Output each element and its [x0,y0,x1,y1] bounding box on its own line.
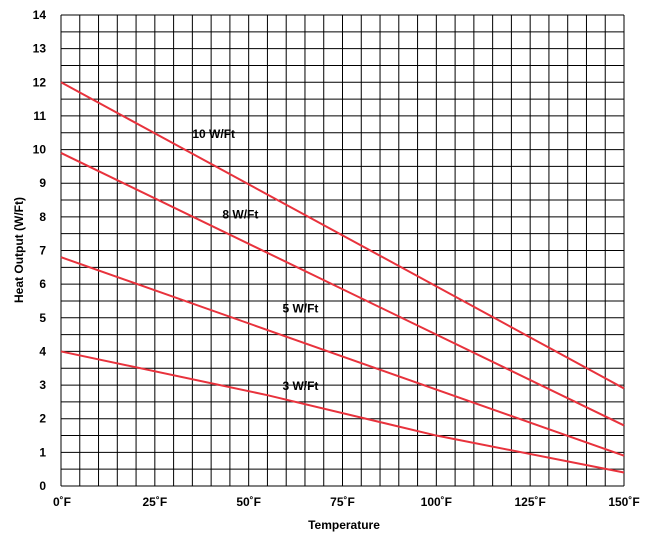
y-axis-label: Heat Output (W/Ft) [12,197,26,303]
x-axis-label: Temperature [308,518,380,532]
y-tick-label: 1 [39,445,46,459]
y-tick-label: 3 [39,378,46,392]
series-labels: 10 W/Ft 8 W/Ft 5 W/Ft 3 W/Ft [192,127,318,393]
series-label: 3 W/Ft [282,379,318,393]
y-tick-label: 13 [33,42,47,56]
x-tick-label: 50˚F [236,495,261,509]
x-tick-label: 25˚F [142,495,167,509]
x-axis-ticks: 0˚F 25˚F 50˚F 75˚F 100˚F 125˚F 150˚F [53,495,640,509]
series-line [60,152,625,427]
series-line [60,256,625,457]
y-tick-label: 14 [33,8,47,22]
y-tick-label: 11 [33,109,46,123]
y-tick-label: 2 [39,412,46,426]
y-tick-label: 6 [39,277,46,291]
series-label: 5 W/Ft [282,302,318,316]
x-tick-label: 150˚F [608,495,639,509]
y-tick-label: 8 [39,210,46,224]
series-label: 10 W/Ft [192,127,235,141]
grid [60,14,625,487]
series-lines [60,81,625,474]
series-label: 8 W/Ft [222,208,258,222]
series-line [60,350,625,474]
y-tick-label: 10 [33,143,47,157]
x-tick-label: 125˚F [514,495,545,509]
y-tick-label: 7 [39,244,46,258]
y-tick-label: 0 [39,479,46,493]
x-tick-label: 100˚F [421,495,452,509]
x-tick-label: 75˚F [330,495,355,509]
x-tick-label: 0˚F [53,495,71,509]
y-tick-label: 5 [39,311,46,325]
series-line [60,81,625,390]
y-tick-label: 4 [39,344,46,358]
y-tick-label: 9 [39,176,46,190]
y-tick-label: 12 [33,75,47,89]
